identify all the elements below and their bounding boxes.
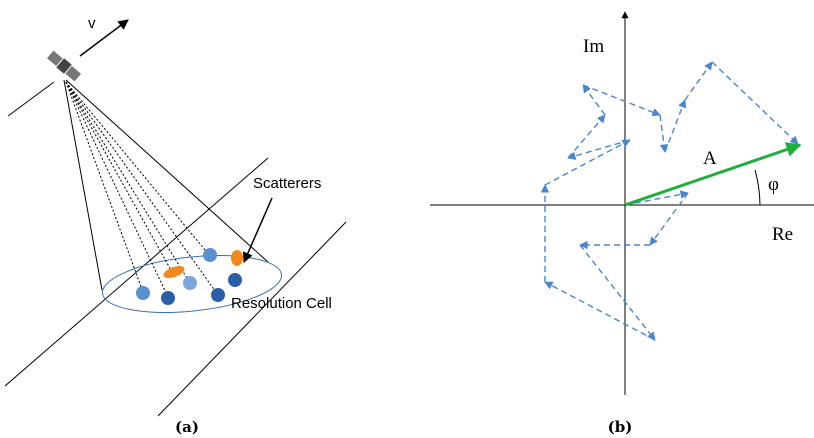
satellite xyxy=(46,50,81,82)
cell-label: Resolution Cell xyxy=(231,295,332,312)
caption: (a) xyxy=(175,418,199,436)
scatterers xyxy=(136,248,243,305)
panel-b: Im Re A φ (b) xyxy=(430,12,814,436)
swath-line xyxy=(158,222,346,416)
scatterers-label: Scatterers xyxy=(253,175,321,192)
flight-path xyxy=(8,82,54,116)
rays xyxy=(66,82,218,297)
real-label: Re xyxy=(772,224,793,245)
page: v Scatterers Resolution Cell (a) xyxy=(0,0,814,438)
amplitude-label: A xyxy=(703,148,717,169)
imag-label: Im xyxy=(583,36,604,57)
phase-arc xyxy=(755,170,760,205)
beam-edge xyxy=(66,80,268,262)
velocity-label: v xyxy=(88,15,96,32)
figure: v Scatterers Resolution Cell (a) xyxy=(0,0,814,438)
phase-label: φ xyxy=(768,174,779,195)
caption: (b) xyxy=(608,418,633,436)
panel-a: v Scatterers Resolution Cell (a) xyxy=(5,15,346,436)
beam-edge xyxy=(64,80,102,290)
swath-line xyxy=(5,158,268,386)
